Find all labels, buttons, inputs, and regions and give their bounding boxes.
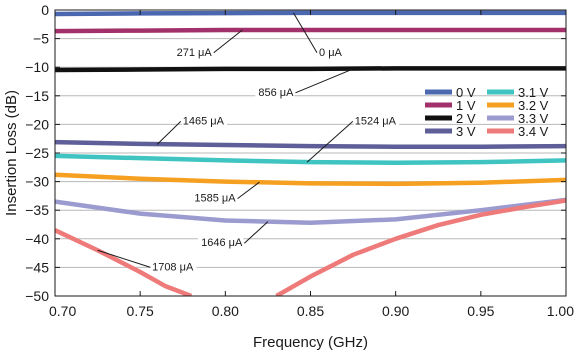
annotation-leader [244, 221, 269, 244]
legend-label-0-v: 0 V [456, 85, 476, 100]
series-line-3-4-v-part2 [275, 198, 566, 296]
y-tick-label: −25 [25, 145, 49, 161]
series-line-3-3-v [55, 197, 566, 226]
x-tick-label: 0.90 [382, 303, 409, 319]
annotation-background [173, 45, 213, 59]
annotations: 0 μA 271 μA 856 μA 1465 μA 1524 μA 1585 μA 164… [97, 12, 400, 274]
annotation-background [181, 114, 228, 128]
y-tick-label: −40 [25, 231, 49, 247]
annotation-label: 271 μA [177, 47, 213, 59]
x-tick-label: 0.85 [297, 303, 324, 319]
annotation-label: 1646 μA [201, 237, 243, 249]
annotation-label: 0 μA [319, 47, 343, 59]
annotation-leader [295, 68, 354, 94]
grid-lines [55, 38, 566, 268]
legend-label-3-2-v: 3.2 V [518, 98, 549, 113]
annotation-leader [293, 12, 318, 54]
y-tick-label: −45 [25, 259, 49, 275]
y-tick-label: −10 [25, 59, 49, 75]
annotation-label: 1708 μA [152, 261, 194, 273]
series-line-1-v [55, 27, 566, 34]
y-tick-label: −30 [25, 174, 49, 190]
annotation-leader [97, 249, 151, 268]
series-line-3-2-v [55, 172, 566, 187]
series-line-3-1-v [55, 153, 566, 165]
annotation-label: 1524 μA [355, 115, 397, 127]
y-tick-label: −50 [25, 288, 49, 304]
y-tick-label: −35 [25, 202, 49, 218]
legend: 0 V1 V2 V3 V 3.1 V3.2 V3.3 V3.4 V [425, 85, 549, 139]
x-tick-label: 0.80 [212, 303, 239, 319]
y-tick-label: −5 [33, 31, 49, 47]
annotation-label: 1465 μA [183, 115, 225, 127]
x-tick-label: 0.95 [467, 303, 494, 319]
annotation-leader [306, 121, 354, 163]
series-line-3-v [55, 139, 566, 149]
series-lines [55, 10, 566, 296]
x-axis-title: Frequency (GHz) [253, 334, 368, 351]
annotation-background [197, 236, 244, 250]
annotation-leader [156, 121, 182, 145]
legend-label-3-v: 3 V [456, 124, 476, 139]
series-line-2-v [55, 66, 566, 73]
legend-label-1-v: 1 V [456, 98, 476, 113]
legend-label-3-4-v: 3.4 V [518, 124, 549, 139]
y-axis-title: Insertion Loss (dB) [3, 90, 20, 216]
y-tick-label: 0 [41, 2, 49, 18]
annotation-background [255, 85, 295, 99]
x-tick-label: 0.70 [49, 303, 76, 319]
annotation-background [151, 260, 197, 274]
annotation-background [353, 114, 400, 128]
legend-label-2-v: 2 V [456, 111, 476, 126]
annotation-label: 856 μA [258, 87, 294, 99]
series-line-3-4-v-part1 [55, 228, 193, 296]
annotation-leader [213, 29, 243, 54]
annotation-background [191, 191, 237, 205]
annotation-leader [237, 181, 260, 200]
annotation-label: 1585 μA [194, 193, 236, 205]
x-tick-label: 0.75 [127, 303, 154, 319]
x-tick-label: 1.00 [547, 303, 574, 319]
y-tick-label: −20 [25, 116, 49, 132]
legend-label-3-1-v: 3.1 V [518, 85, 549, 100]
annotation-background [318, 45, 345, 59]
y-tick-label: −15 [25, 88, 49, 104]
legend-label-3-3-v: 3.3 V [518, 111, 549, 126]
axis-ticks: 0 −5 −10 −15 −20 −25 −30 −35 −40 −45 −500.70 0.75 0.… [25, 2, 574, 319]
